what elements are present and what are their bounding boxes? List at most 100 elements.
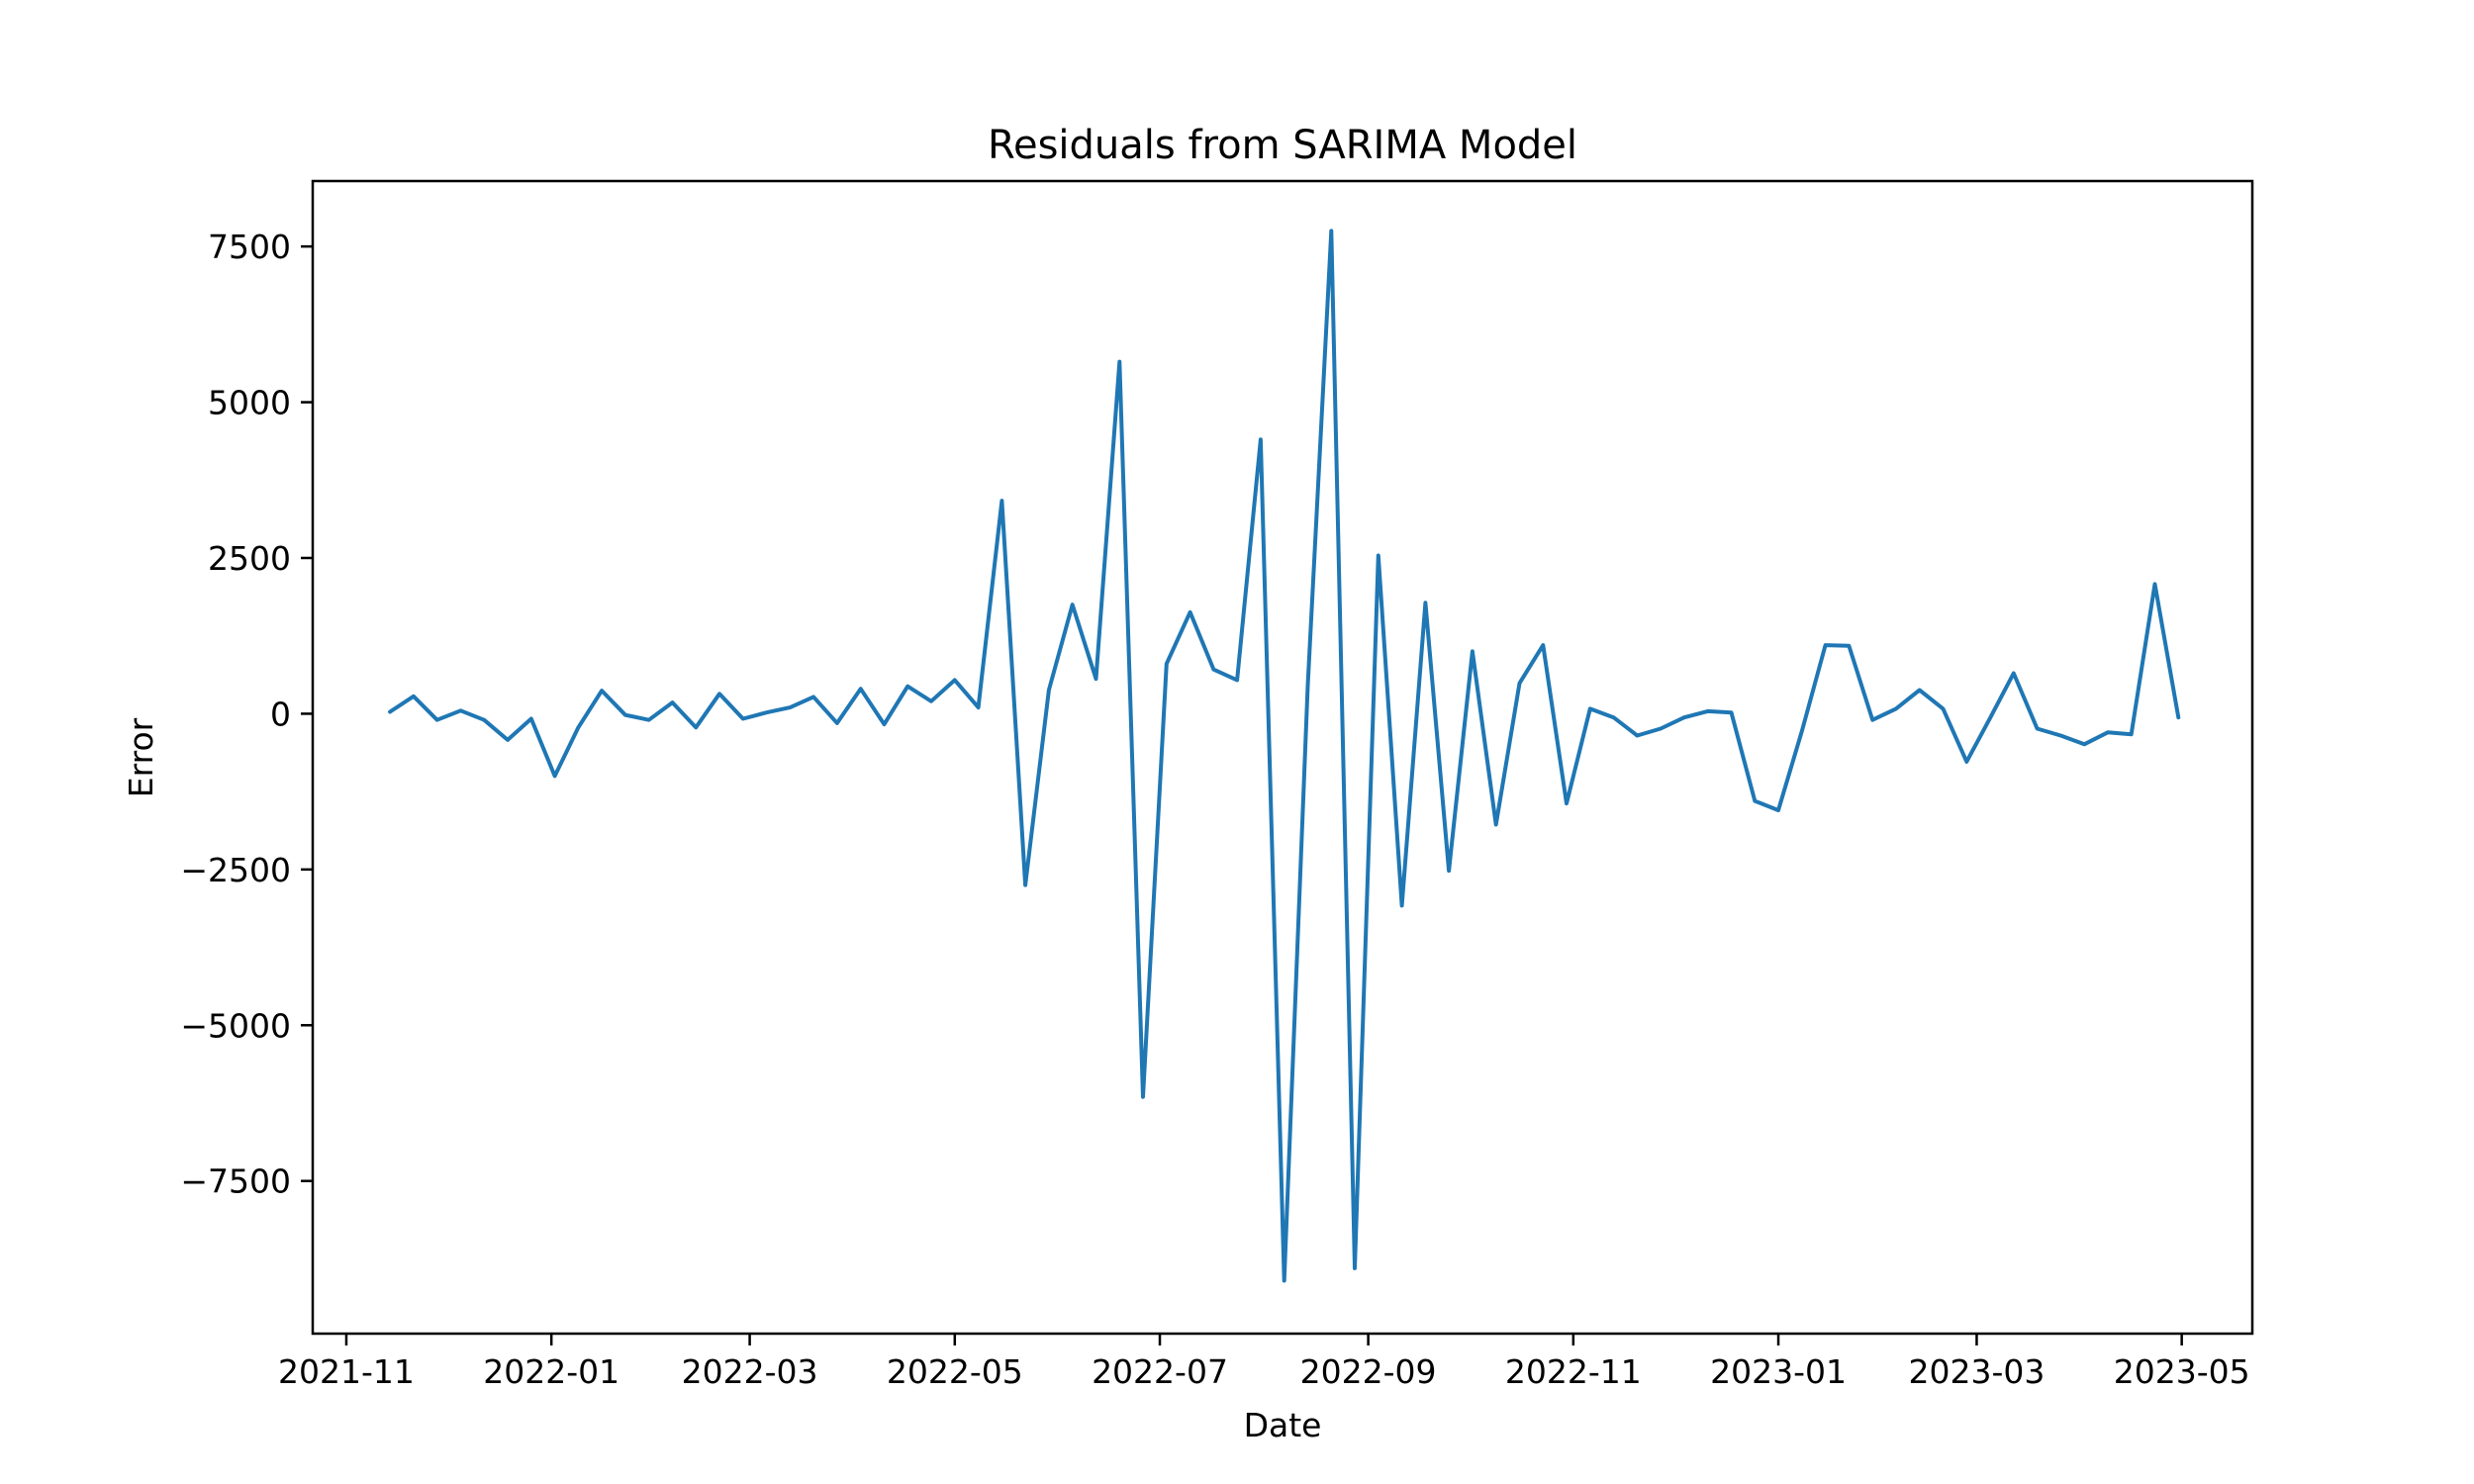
x-tick-label: 2023-01 [1710, 1352, 1847, 1391]
data-point [1305, 684, 1309, 688]
data-point [1988, 716, 1992, 720]
data-point [435, 718, 439, 722]
data-point [1964, 760, 1968, 764]
x-tick-label: 2022-03 [682, 1352, 818, 1391]
data-point [2176, 715, 2180, 719]
data-point [1635, 733, 1639, 737]
data-point [647, 718, 651, 722]
data-point [788, 705, 792, 709]
data-point [1918, 688, 1922, 692]
data-point [506, 738, 510, 742]
y-tick-label: 0 [270, 695, 291, 733]
data-point [1189, 610, 1192, 614]
data-point [859, 687, 863, 691]
data-point [2130, 732, 2134, 736]
data-point [1870, 718, 1874, 722]
data-point [1071, 603, 1075, 606]
data-point [1565, 801, 1569, 805]
y-tick-label: −2500 [180, 851, 291, 889]
y-tick-label: 7500 [208, 228, 291, 266]
data-point [905, 685, 909, 689]
x-tick-label: 2022-09 [1300, 1352, 1437, 1391]
data-point [1377, 553, 1380, 557]
data-point [1612, 715, 1616, 719]
x-axis-ticks: 2021-11 2022-01 2022-03 2022-05 2022-07 2022-… [278, 1334, 2250, 1391]
data-point [1517, 682, 1521, 686]
data-point [1894, 706, 1898, 710]
y-tick-label: 2500 [208, 539, 291, 578]
data-point [529, 716, 533, 720]
y-tick-label: 5000 [208, 384, 291, 422]
data-point [1588, 706, 1592, 710]
data-point [1706, 709, 1710, 713]
data-point [670, 700, 674, 704]
data-point [1494, 823, 1498, 827]
data-point [765, 710, 769, 714]
data-point [553, 774, 557, 778]
data-point [1211, 668, 1215, 672]
data-point [482, 718, 486, 722]
data-point [882, 722, 886, 726]
data-point [388, 710, 392, 714]
data-point [1541, 643, 1545, 647]
x-tick-label: 2022-05 [887, 1352, 1023, 1391]
data-point [2082, 742, 2086, 746]
y-tick-label: −7500 [180, 1162, 291, 1201]
x-tick-label: 2022-01 [483, 1352, 619, 1391]
data-point [1141, 1095, 1145, 1099]
data-point [1847, 644, 1851, 648]
data-point [1776, 808, 1780, 812]
x-tick-label: 2022-07 [1092, 1352, 1228, 1391]
x-tick-label: 2022-11 [1505, 1352, 1642, 1391]
data-point [2036, 727, 2040, 731]
data-point [2012, 671, 2016, 675]
data-point [1471, 649, 1475, 653]
data-point [2058, 733, 2062, 737]
data-point [600, 689, 604, 693]
data-point [1117, 360, 1121, 364]
data-point [1353, 1266, 1357, 1270]
data-point [1729, 710, 1733, 714]
data-point [999, 499, 1003, 503]
data-point [1023, 883, 1027, 887]
x-tick-label: 2023-05 [2114, 1352, 2250, 1391]
data-point [953, 678, 957, 682]
data-point [1941, 706, 1945, 710]
data-point [977, 705, 981, 709]
x-axis-title: Date [1244, 1406, 1322, 1444]
data-point [2152, 582, 2156, 586]
y-axis-ticks: 7500 5000 2500 0 −2500 −5000 −7500 [180, 228, 313, 1201]
data-point [1682, 715, 1686, 719]
data-point [1800, 729, 1804, 733]
data-point [1235, 678, 1239, 682]
data-point [1283, 1278, 1286, 1282]
data-point [1447, 869, 1451, 873]
data-point [1165, 662, 1169, 666]
data-point [458, 708, 462, 712]
data-point [717, 692, 721, 696]
data-point [2106, 730, 2110, 734]
data-point [929, 699, 933, 703]
data-point [1047, 688, 1051, 692]
data-point [1329, 229, 1333, 232]
series-layer [388, 229, 2181, 1283]
data-point [412, 695, 416, 698]
data-point [835, 721, 839, 725]
data-point [1423, 601, 1427, 604]
y-axis-title: Error [122, 717, 160, 797]
data-point [694, 725, 698, 729]
data-point [741, 716, 745, 720]
x-tick-label: 2023-03 [1909, 1352, 2046, 1391]
data-point [1400, 903, 1404, 907]
data-point [1659, 727, 1663, 731]
y-tick-label: −5000 [180, 1006, 291, 1045]
plot-frame [311, 179, 2254, 1336]
data-point [1753, 799, 1757, 803]
data-point [576, 725, 580, 729]
x-tick-label: 2021-11 [278, 1352, 415, 1391]
data-point [811, 695, 815, 698]
data-point [1259, 437, 1263, 441]
data-point [1824, 643, 1828, 647]
